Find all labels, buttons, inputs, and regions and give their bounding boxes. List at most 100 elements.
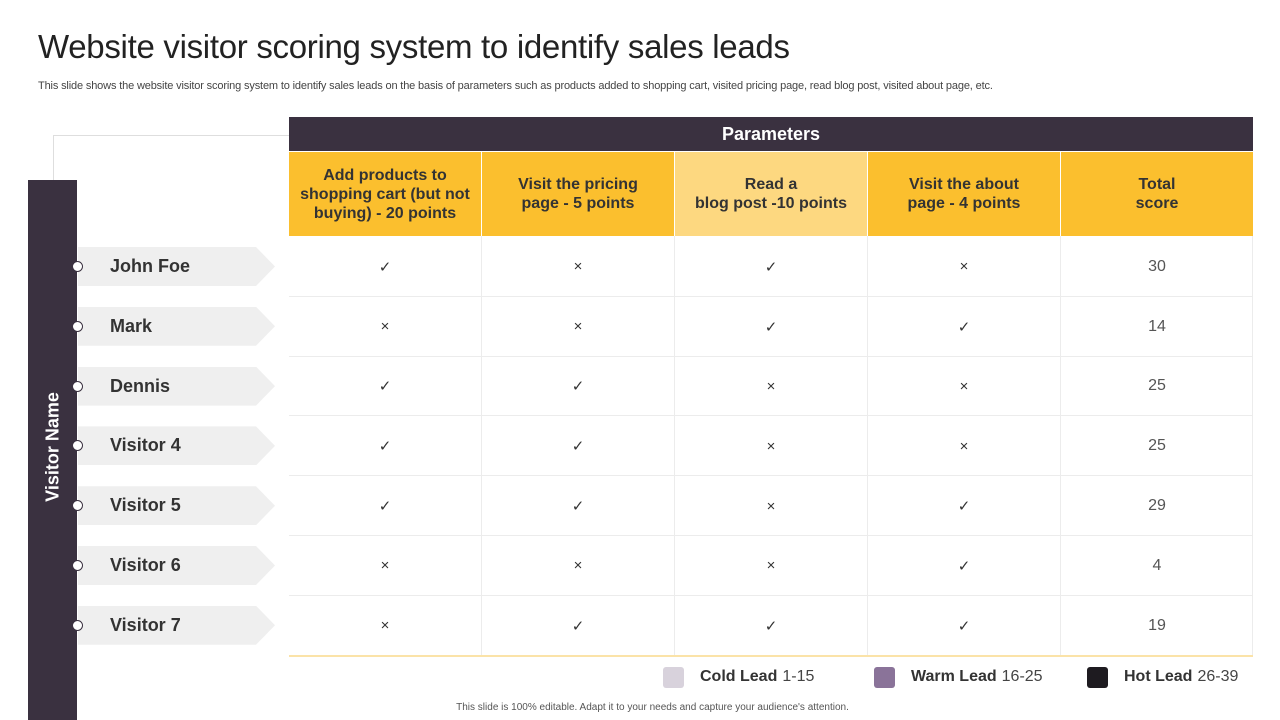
name-frame-left-border	[53, 135, 54, 185]
visitor-name-row: Visitor 5	[72, 486, 275, 526]
check-icon: ✓	[957, 318, 971, 336]
visitor-name: Dennis	[110, 375, 171, 396]
visitor-name-row: Visitor 7	[72, 605, 275, 645]
visitor-name-tag	[78, 426, 275, 466]
visitor-name: Mark	[110, 315, 153, 336]
visitor-name-tag	[78, 366, 275, 406]
timeline-dot-icon	[72, 619, 83, 631]
timeline-dot-icon	[72, 500, 83, 512]
table-bottom-border	[289, 655, 1253, 657]
visitor-name-tag	[78, 247, 275, 286]
cross-icon: ×	[573, 318, 583, 336]
visitor-name: John Foe	[110, 256, 190, 276]
legend-item: Cold Lead 1-15	[663, 665, 814, 689]
legend-name: Hot Lead	[1124, 668, 1193, 685]
cross-icon: ×	[766, 437, 776, 455]
visitor-name: Visitor 6	[110, 555, 181, 575]
slide-subtitle: This slide shows the website visitor sco…	[38, 80, 993, 92]
cross-icon: ×	[573, 557, 583, 575]
cross-icon: ×	[766, 497, 776, 515]
total-score: 25	[1148, 377, 1166, 395]
visitor-name-tag	[78, 546, 275, 585]
check-icon: ✓	[764, 258, 778, 276]
check-icon: ✓	[571, 378, 585, 396]
total-score: 29	[1148, 497, 1166, 515]
row-divider	[289, 415, 1253, 417]
column-header: Total score	[1061, 152, 1253, 236]
check-icon: ✓	[957, 498, 971, 516]
cross-icon: ×	[380, 557, 390, 575]
cross-icon: ×	[959, 377, 969, 395]
column-divider	[674, 236, 675, 656]
column-divider	[481, 236, 482, 656]
row-divider	[289, 475, 1253, 477]
check-icon: ✓	[571, 617, 585, 635]
legend-swatch	[663, 666, 684, 688]
visitor-name-tag	[78, 486, 275, 526]
legend-item: Warm Lead 16-25	[874, 665, 1043, 689]
legend-name: Warm Lead	[911, 668, 997, 685]
timeline-dot-icon	[72, 440, 83, 452]
cross-icon: ×	[380, 318, 390, 336]
check-icon: ✓	[571, 498, 585, 516]
column-divider	[867, 236, 868, 656]
row-divider	[289, 355, 1253, 357]
visitor-name: Visitor 7	[110, 614, 181, 635]
cross-icon: ×	[959, 258, 969, 276]
check-icon: ✓	[571, 438, 585, 456]
slide-footer: This slide is 100% editable. Adapt it to…	[456, 702, 849, 713]
legend-swatch	[1087, 666, 1108, 688]
timeline-dot-icon	[72, 320, 83, 332]
visitor-name: Visitor 4	[110, 435, 181, 456]
timeline-dot-icon	[72, 560, 83, 571]
check-icon: ✓	[378, 438, 392, 456]
check-icon: ✓	[957, 557, 971, 575]
visitor-name-row: Visitor 6	[72, 546, 275, 585]
total-score: 19	[1148, 616, 1166, 634]
column-divider	[1060, 236, 1061, 656]
visitor-name-row: Dennis	[72, 366, 275, 406]
legend-swatch	[874, 666, 895, 688]
column-header: Visit the pricing page - 5 points	[482, 152, 674, 236]
check-icon: ✓	[764, 617, 778, 635]
visitor-name-row: Visitor 4	[72, 426, 275, 466]
legend-item: Hot Lead 26-39	[1087, 665, 1238, 689]
total-score: 14	[1148, 317, 1166, 335]
check-icon: ✓	[957, 617, 971, 635]
visitor-name-tag	[78, 306, 275, 346]
column-header: Add products to shopping cart (but not b…	[289, 152, 481, 236]
timeline-dot-icon	[72, 261, 83, 272]
visitor-name: Visitor 5	[110, 495, 181, 516]
name-frame-top-border	[53, 135, 293, 136]
check-icon: ✓	[378, 498, 392, 516]
column-header: Visit the about page - 4 points	[868, 152, 1060, 236]
cross-icon: ×	[573, 258, 583, 276]
legend-range: 1-15	[782, 668, 815, 685]
total-score: 4	[1152, 556, 1162, 574]
row-divider	[289, 295, 1253, 297]
legend-range: 16-25	[1001, 668, 1043, 685]
column-header: Read a blog post -10 points	[675, 152, 867, 236]
visitor-name-label: Visitor Name	[42, 392, 63, 502]
cross-icon: ×	[766, 377, 776, 395]
legend-range: 26-39	[1197, 668, 1239, 685]
row-divider	[289, 594, 1253, 596]
check-icon: ✓	[378, 378, 392, 396]
parameters-header: Parameters	[289, 117, 1253, 151]
cross-icon: ×	[380, 617, 390, 635]
visitor-name-tag	[78, 605, 275, 645]
visitor-name-row: Mark	[72, 306, 275, 346]
visitor-name-row: John Foe	[72, 247, 275, 286]
check-icon: ✓	[378, 258, 392, 276]
total-score: 25	[1148, 437, 1166, 455]
legend-name: Cold Lead	[700, 668, 778, 685]
cross-icon: ×	[959, 437, 969, 455]
check-icon: ✓	[764, 318, 778, 336]
slide-title: Website visitor scoring system to identi…	[38, 28, 790, 65]
column-divider	[1252, 236, 1253, 656]
total-score: 30	[1148, 257, 1166, 275]
visitor-name-sidebar	[28, 180, 77, 720]
timeline-dot-icon	[72, 380, 83, 392]
row-divider	[289, 535, 1253, 536]
cross-icon: ×	[766, 557, 776, 575]
